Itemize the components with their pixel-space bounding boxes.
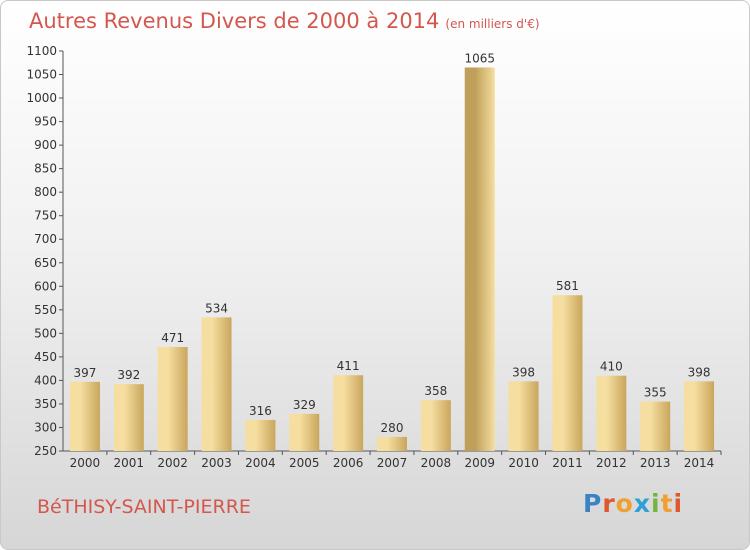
bar: [464, 67, 495, 452]
bar: [113, 384, 144, 451]
data-label: 534: [205, 301, 228, 315]
bar: [289, 413, 320, 451]
bar: [201, 317, 232, 451]
bar: [552, 295, 583, 451]
y-tick-label: 1100: [26, 44, 57, 58]
x-tick-label: 2007: [377, 456, 408, 470]
data-labels: 397 392 471 534 316 329 411 280 358 1065 398 581 410…: [73, 51, 710, 434]
logo-letter: r: [602, 489, 616, 518]
y-tick-label: 850: [34, 162, 57, 176]
chart-title: Autres Revenus Divers de 2000 à 2014 (en …: [29, 9, 540, 33]
y-tick-label: 800: [34, 185, 57, 199]
chart-subtitle: (en milliers d'€): [445, 17, 540, 31]
data-label: 329: [293, 398, 316, 412]
data-label: 355: [644, 386, 667, 400]
chart-title-text: Autres Revenus Divers de 2000 à 2014: [29, 9, 440, 33]
data-label: 316: [249, 404, 272, 418]
logo-letter: x: [633, 489, 651, 518]
bar: [333, 375, 364, 451]
data-label: 280: [381, 421, 404, 435]
y-tick-label: 650: [34, 256, 57, 270]
logo-letter: i: [651, 489, 661, 518]
x-tick-label: 2006: [333, 456, 364, 470]
y-tick-label: 750: [34, 209, 57, 223]
x-tick-label: 2003: [201, 456, 232, 470]
bar: [684, 381, 715, 451]
y-tick-label: 600: [34, 279, 57, 293]
bar: [508, 381, 539, 451]
logo-letter: o: [615, 489, 634, 518]
y-tick-label: 900: [34, 138, 57, 152]
y-tick-label: 550: [34, 303, 57, 317]
proxiti-logo: Proxiti: [583, 489, 683, 518]
x-tick-label: 2014: [684, 456, 715, 470]
bar: [69, 381, 100, 451]
data-label: 581: [556, 279, 579, 293]
x-tick-label: 2004: [245, 456, 276, 470]
data-label: 411: [337, 359, 360, 373]
data-label: 397: [73, 366, 96, 380]
bar: [377, 436, 407, 451]
x-tick-label: 2001: [114, 456, 145, 470]
y-tick-label: 450: [34, 350, 57, 364]
logo-letter: i: [673, 489, 684, 518]
bar: [245, 419, 276, 451]
y-tick-label: 500: [34, 326, 57, 340]
bars: [69, 67, 715, 452]
x-tick-label: 2012: [596, 456, 627, 470]
x-tick-label: 2005: [289, 456, 320, 470]
data-label: 398: [688, 365, 711, 379]
city-name: BéTHISY-SAINT-PIERRE: [37, 496, 251, 518]
data-label: 358: [424, 384, 447, 398]
y-tick-label: 1000: [26, 91, 57, 105]
data-label: 471: [161, 331, 184, 345]
y-tick-label: 1050: [26, 68, 57, 82]
bar: [596, 375, 627, 451]
y-tick-label: 700: [34, 232, 57, 246]
x-tick-label: 2013: [640, 456, 671, 470]
y-tick-label: 300: [34, 420, 57, 434]
x-tick-label: 2000: [70, 456, 101, 470]
y-tick-label: 350: [34, 397, 57, 411]
logo-letter: P: [583, 489, 603, 518]
logo-letter: t: [660, 489, 674, 518]
bar: [640, 401, 671, 451]
x-tick-label: 2010: [508, 456, 539, 470]
data-label: 392: [117, 368, 140, 382]
data-label: 1065: [464, 51, 495, 65]
x-tick-label: 2002: [157, 456, 188, 470]
axes: 250 300 350 400 450 500 550 600 650 700 750 800 850 9…: [26, 44, 722, 470]
y-tick-label: 950: [34, 115, 57, 129]
data-label: 398: [512, 365, 535, 379]
bar: [420, 400, 451, 451]
y-tick-label: 400: [34, 373, 57, 387]
x-tick-label: 2011: [552, 456, 583, 470]
data-label: 410: [600, 360, 623, 374]
x-tick-label: 2008: [421, 456, 452, 470]
x-tick-label: 2009: [464, 456, 495, 470]
bar: [157, 347, 188, 451]
y-tick-label: 250: [34, 444, 57, 458]
